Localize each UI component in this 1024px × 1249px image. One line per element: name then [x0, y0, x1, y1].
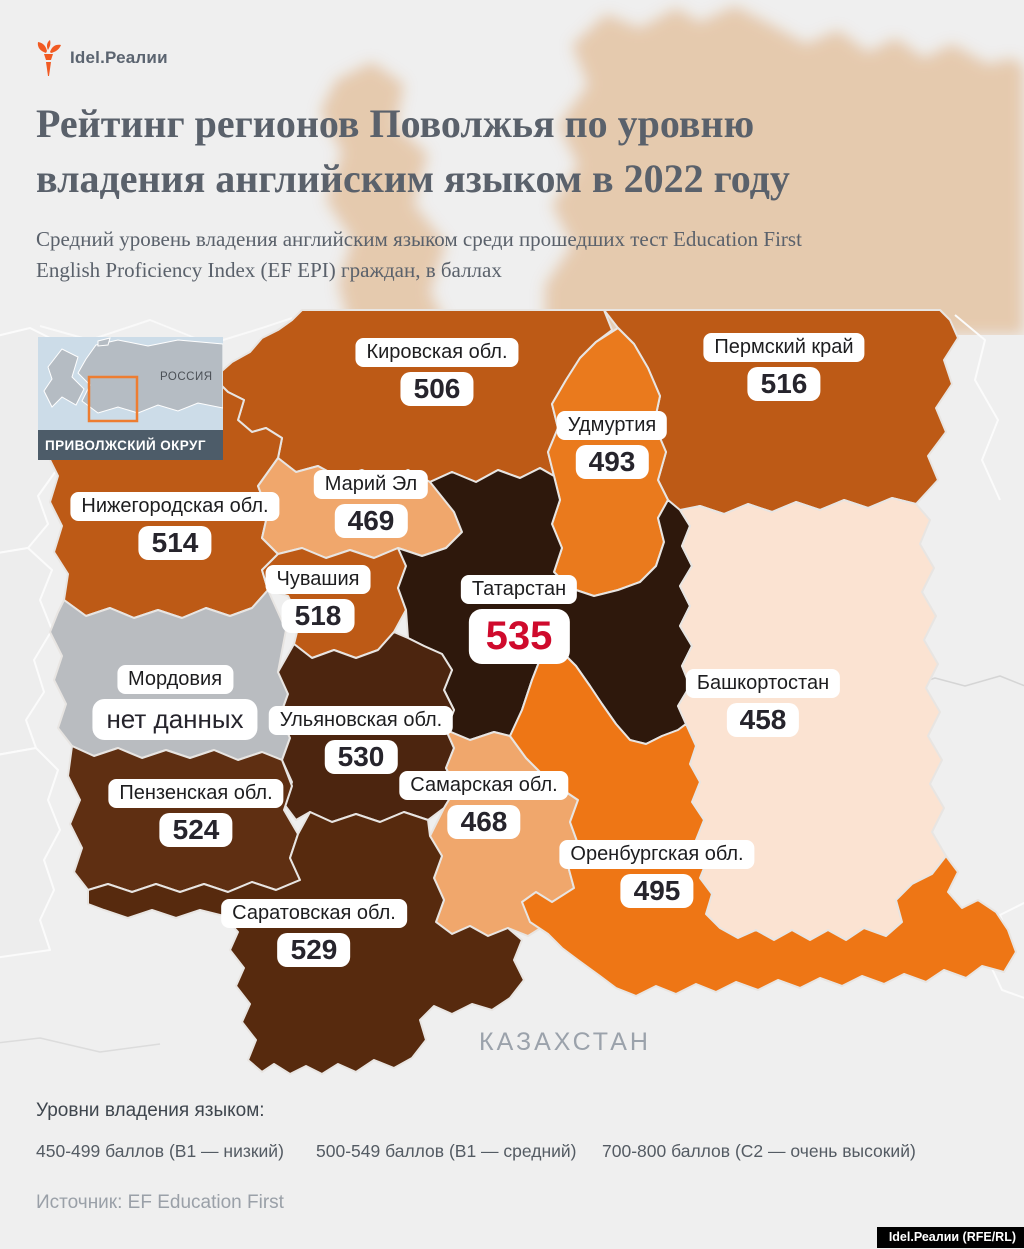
idel-realii-logo: Idel.Реалии: [36, 40, 168, 76]
inset-scandinavia: [43, 348, 85, 408]
inset-map-graphic: [38, 337, 223, 430]
kazakhstan-label: КАЗАХСТАН: [479, 1028, 651, 1056]
legend-item-high: 700-800 баллов (C2 — очень высокий): [602, 1141, 916, 1161]
label-udmurtia: Удмуртия 493: [556, 411, 668, 479]
region-value: 493: [575, 445, 649, 479]
region-value: 514: [138, 526, 212, 560]
region-name: Удмуртия: [556, 411, 668, 440]
region-name: Оренбургская обл.: [559, 840, 755, 869]
label-nizhny: Нижегородская обл. 514: [70, 492, 280, 560]
label-perm: Пермский край 516: [703, 333, 865, 401]
inset-russia-landmass: [77, 339, 223, 414]
region-name: Ульяновская обл.: [268, 706, 454, 735]
region-name: Татарстан: [460, 575, 578, 604]
region-value: 530: [324, 740, 398, 774]
region-name: Пермский край: [703, 333, 865, 362]
legend-heading: Уровни владения языком:: [36, 1100, 265, 1121]
page-subtitle: Средний уровень владения английским язык…: [36, 224, 996, 286]
label-samara: Самарская обл. 468: [399, 771, 569, 839]
neighbor-shape-left-3: [0, 747, 61, 959]
region-name: Нижегородская обл.: [70, 492, 280, 521]
region-value: 518: [281, 599, 355, 633]
region-value: 529: [277, 933, 351, 967]
source-note: Источник: EF Education First: [36, 1192, 284, 1213]
region-name: Марий Эл: [313, 470, 429, 499]
inset-district-bar: ПРИВОЛЖСКИЙ ОКРУГ: [38, 430, 223, 460]
legend-item-low: 450-499 баллов (B1 — низкий): [36, 1141, 284, 1161]
region-name: Башкортостан: [685, 669, 841, 698]
region-value: 468: [447, 805, 521, 839]
logo-text: Idel.Реалии: [70, 48, 168, 67]
label-bashkortostan: Башкортостан 458: [685, 669, 841, 737]
title-line-2: владения английским языком в 2022 году: [36, 156, 790, 201]
region-value: 506: [400, 372, 474, 406]
region-name: Чувашия: [265, 565, 371, 594]
label-mordovia: Мордовия нет данных: [92, 665, 258, 740]
inset-country-label: РОССИЯ: [160, 371, 213, 383]
title-line-1: Рейтинг регионов Поволжья по уровню: [36, 101, 755, 146]
neighbor-border-right-top: [954, 314, 1001, 501]
label-mariel: Марий Эл 469: [313, 470, 429, 538]
region-value: 535: [468, 609, 570, 664]
region-value: 458: [726, 703, 800, 737]
neighbor-border-kazakhstan-west: [0, 1037, 161, 1053]
region-name: Саратовская обл.: [221, 899, 407, 928]
page-title: Рейтинг регионов Поволжья по уровню влад…: [36, 96, 996, 206]
subtitle-line-1: Средний уровень владения английским язык…: [36, 227, 802, 251]
footer-credit-badge: Idel.Реалии (RFE/RL): [876, 1227, 1024, 1248]
label-penza: Пензенская обл. 524: [108, 779, 284, 847]
label-ulyanovsk: Ульяновская обл. 530: [268, 706, 454, 774]
region-name: Кировская обл.: [355, 338, 519, 367]
region-name: Пензенская обл.: [108, 779, 284, 808]
region-shape-orenburg: [509, 643, 1017, 997]
region-value: 495: [620, 874, 694, 908]
torch-icon: [37, 40, 61, 76]
locator-inset-map: РОССИЯ ПРИВОЛЖСКИЙ ОКРУГ: [38, 337, 223, 460]
legend-item-mid: 500-549 баллов (B1 — средний): [316, 1141, 577, 1161]
label-chuvashia: Чувашия 518: [265, 565, 371, 633]
label-kirov: Кировская обл. 506: [355, 338, 519, 406]
subtitle-line-2: English Proficiency Index (EF EPI) гражд…: [36, 258, 502, 282]
label-orenburg: Оренбургская обл. 495: [559, 840, 755, 908]
silhouette-right-blob: [545, 6, 1024, 335]
region-name: Мордовия: [116, 665, 234, 694]
header-background-silhouette: [320, 6, 1024, 335]
region-value: 516: [747, 367, 821, 401]
label-tatarstan: Татарстан 535: [460, 575, 578, 664]
region-value: 524: [159, 813, 233, 847]
label-saratov: Саратовская обл. 529: [221, 899, 407, 967]
region-value: нет данных: [92, 699, 258, 740]
silhouette-left-blob: [320, 62, 452, 335]
inset-highlight-rect: [87, 375, 139, 423]
neighbor-shape-left-2: [0, 547, 53, 756]
inset-island: [97, 337, 111, 347]
region-name: Самарская обл.: [399, 771, 569, 800]
region-value: 469: [334, 504, 408, 538]
